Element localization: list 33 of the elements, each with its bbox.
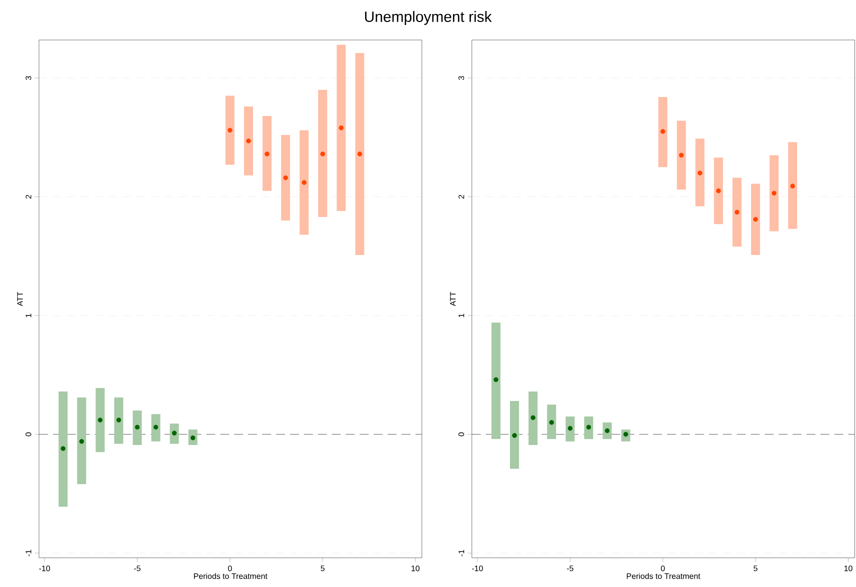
point <box>172 430 177 436</box>
point <box>568 426 573 431</box>
point <box>604 428 610 434</box>
point <box>586 424 592 430</box>
point <box>549 420 554 425</box>
point <box>60 446 66 452</box>
point <box>623 432 628 437</box>
point <box>716 188 721 194</box>
point <box>338 126 344 130</box>
point <box>116 418 122 423</box>
point <box>228 128 232 133</box>
point <box>79 439 84 444</box>
point <box>530 415 536 420</box>
point <box>512 433 517 438</box>
point <box>134 424 140 430</box>
point <box>678 152 684 158</box>
point <box>264 152 270 156</box>
point <box>494 377 498 382</box>
point <box>302 180 307 185</box>
point <box>772 190 776 196</box>
point <box>698 170 702 176</box>
point <box>246 138 251 144</box>
point <box>753 217 758 222</box>
point <box>320 152 326 156</box>
point <box>190 436 196 440</box>
point <box>790 184 796 189</box>
point <box>734 210 740 215</box>
point <box>357 152 362 156</box>
chart-title: Unemployment risk <box>365 11 492 26</box>
point <box>153 424 158 430</box>
point <box>283 175 288 180</box>
point <box>98 418 103 423</box>
point <box>660 129 666 134</box>
